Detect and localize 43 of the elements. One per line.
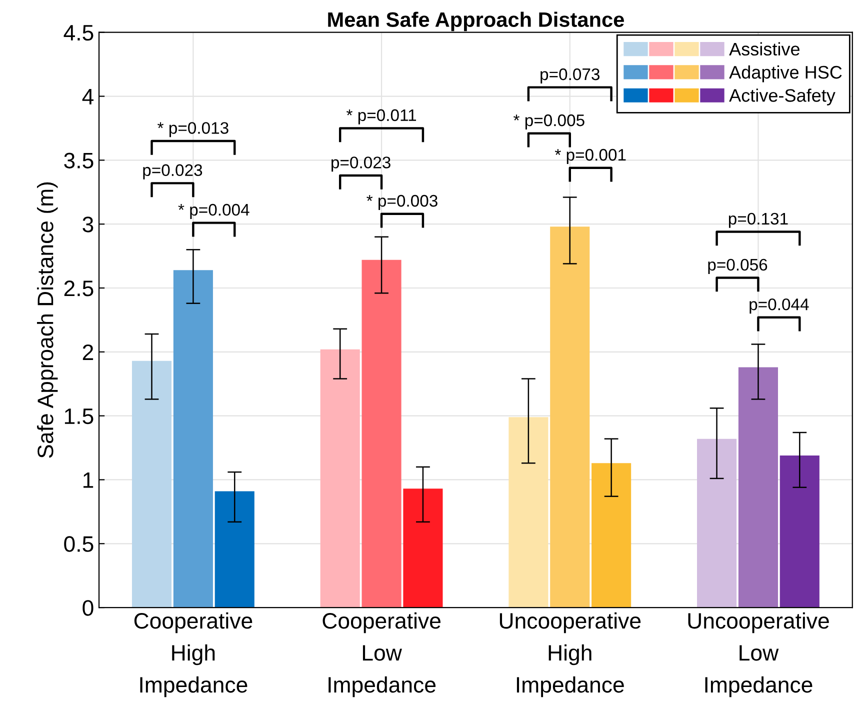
bar xyxy=(132,360,172,608)
y-tick-label: 0 xyxy=(82,600,94,616)
bar xyxy=(362,260,402,608)
annotation: * p=0.005 xyxy=(514,114,584,130)
legend-label: Active-Safety xyxy=(729,88,836,106)
chart-title: Mean Safe Approach Distance xyxy=(328,12,624,32)
annotation: * p=0.013 xyxy=(158,122,228,138)
annotation: p=0.131 xyxy=(728,212,788,228)
annotation: p=0.044 xyxy=(750,298,809,314)
bar xyxy=(738,367,778,608)
annotation: * p=0.004 xyxy=(178,204,250,219)
y-tick-label: 2.5 xyxy=(64,280,94,296)
legend-label: Adaptive HSC xyxy=(729,65,842,82)
y-axis-title: Safe Approach Distance (m) xyxy=(36,182,58,458)
bar xyxy=(403,488,443,608)
annotation: * p=0.003 xyxy=(366,194,438,210)
y-tick-label: 3 xyxy=(82,216,94,232)
bar xyxy=(173,270,213,608)
annotation: p=0.023 xyxy=(332,156,390,172)
bar xyxy=(508,417,548,608)
legend-label: Assistive xyxy=(729,42,800,56)
annotation: p=0.073 xyxy=(540,68,600,84)
bar xyxy=(697,438,737,608)
y-tick-label: 4.5 xyxy=(64,25,94,41)
annotation: p=0.023 xyxy=(143,164,202,180)
bar xyxy=(550,226,590,608)
y-tick-label: 2 xyxy=(82,344,94,360)
annotation: p=0.056 xyxy=(708,258,768,274)
x-tick-label: Cooperative Low Impedance xyxy=(322,612,440,698)
annotation: * p=0.011 xyxy=(346,109,416,124)
y-tick-label: 1.5 xyxy=(64,408,94,424)
bar xyxy=(214,491,254,608)
y-tick-label: 3.5 xyxy=(64,152,94,168)
x-tick-label: Uncooperative High Impedance xyxy=(500,612,641,698)
bar xyxy=(592,463,632,608)
bar xyxy=(780,455,820,608)
annotation: * p=0.001 xyxy=(554,148,626,164)
y-tick-label: 0.5 xyxy=(64,536,94,552)
y-tick-label: 4 xyxy=(82,89,94,104)
y-tick-label: 1 xyxy=(83,472,94,488)
bar xyxy=(320,349,360,608)
x-tick-label: Uncooperative Low Impedance xyxy=(688,612,829,698)
x-tick-label: Cooperative High Impedance xyxy=(134,612,252,698)
